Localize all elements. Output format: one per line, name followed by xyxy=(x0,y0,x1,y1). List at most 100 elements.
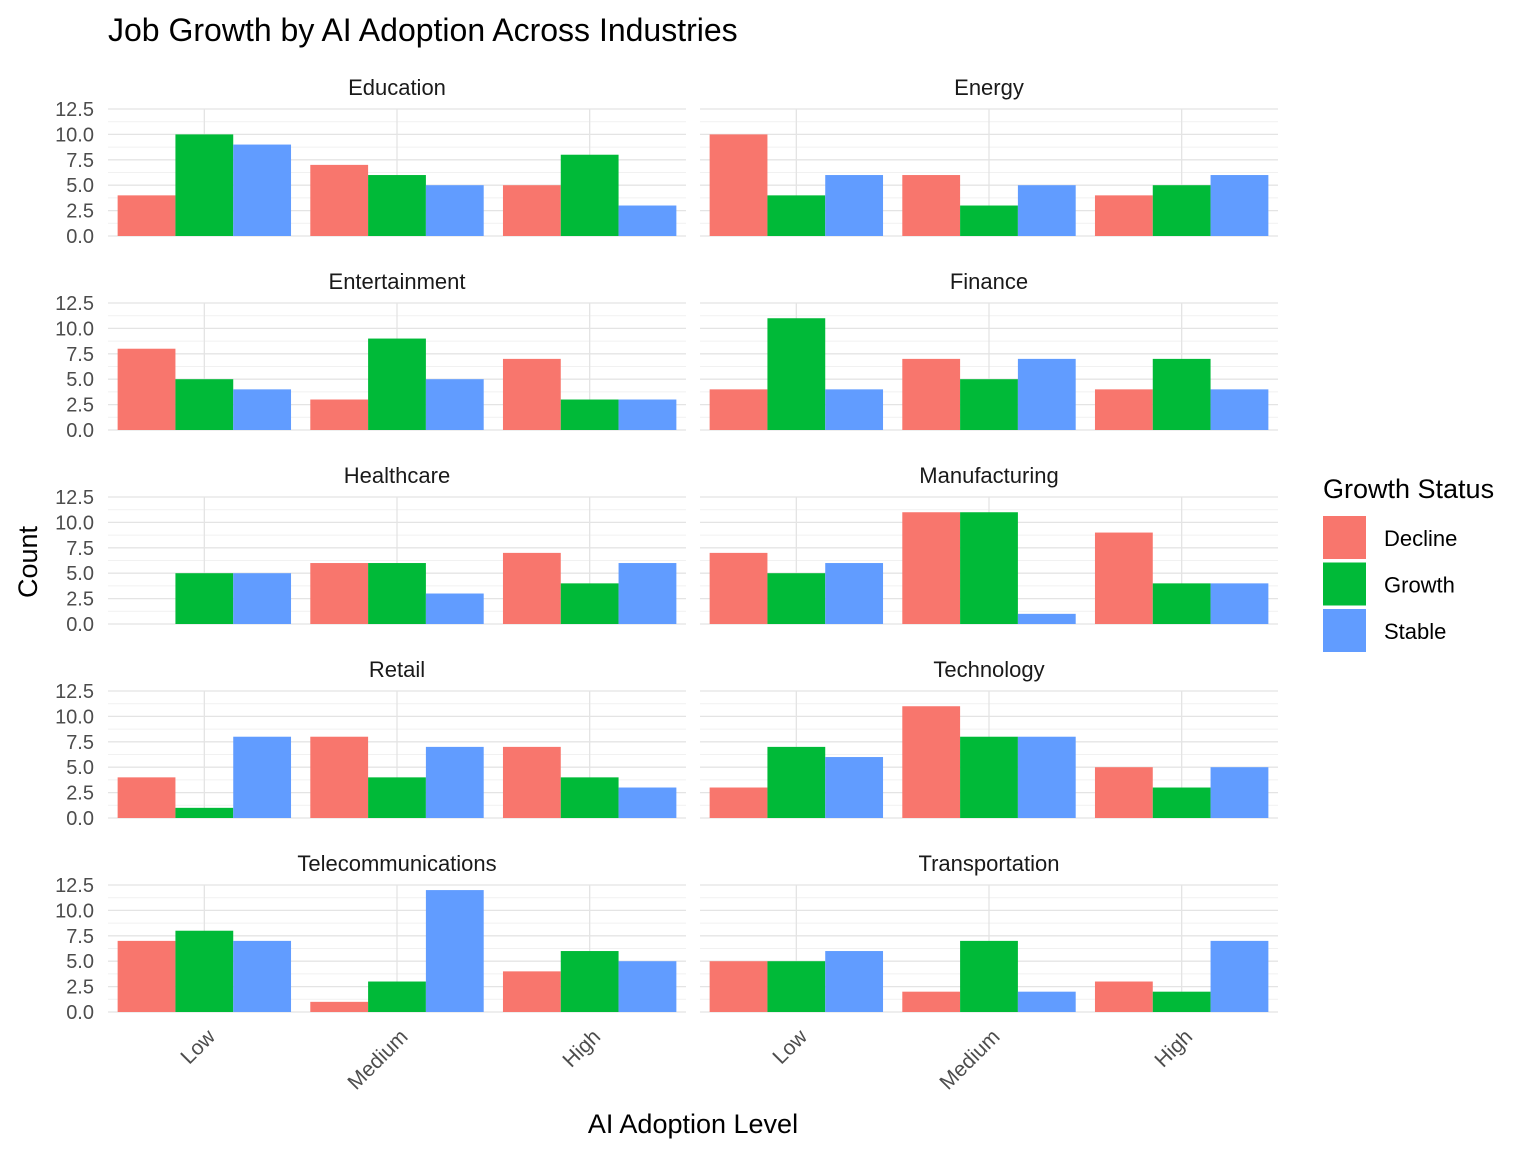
bar-growth xyxy=(960,379,1018,430)
bar-decline xyxy=(709,389,768,430)
bar-decline xyxy=(502,552,561,624)
bar-growth xyxy=(560,154,619,236)
bar-growth xyxy=(767,318,826,430)
bar-stable xyxy=(425,890,484,1012)
legend-key-stable xyxy=(1323,609,1366,652)
y-tick-label: 12.5 xyxy=(55,293,94,315)
bar-stable xyxy=(618,205,677,236)
x-axis-title: AI Adoption Level xyxy=(588,1109,798,1139)
bar-stable xyxy=(825,175,884,236)
bar-growth xyxy=(1152,787,1211,818)
y-axis-title: Count xyxy=(13,525,43,598)
y-tick-label: 5.0 xyxy=(66,369,94,391)
bar-decline xyxy=(709,134,768,236)
facet-panel-entertainment: 0.0 2.5 5.0 7.5 10.0 12.5 Entertainment xyxy=(55,269,686,442)
bar-stable xyxy=(1017,613,1076,624)
y-tick-label: 7.5 xyxy=(66,344,94,366)
x-tick-label: Medium xyxy=(935,1025,1004,1094)
legend-label-growth: Growth xyxy=(1384,573,1455,598)
bar-stable xyxy=(825,563,884,624)
y-tick-label: 5.0 xyxy=(66,563,94,585)
bar-growth xyxy=(767,961,826,1012)
bar-growth xyxy=(1152,358,1211,430)
y-tick-label: 0.0 xyxy=(66,226,94,248)
bar-decline xyxy=(502,746,561,818)
bar-stable xyxy=(425,746,484,818)
bar-stable xyxy=(233,736,292,818)
bar-decline xyxy=(1094,389,1153,430)
y-tick-label: 2.5 xyxy=(66,589,94,611)
bar-growth xyxy=(368,175,426,236)
facet-panel-healthcare: 0.0 2.5 5.0 7.5 10.0 12.5 Healthcare xyxy=(55,463,686,636)
facet-panel-energy: Energy xyxy=(700,75,1278,237)
y-tick-label: 12.5 xyxy=(55,487,94,509)
y-tick-label: 12.5 xyxy=(55,99,94,121)
x-tick-label: Medium xyxy=(343,1025,412,1094)
facet-strip-title: Manufacturing xyxy=(919,463,1058,488)
legend-label-decline: Decline xyxy=(1384,526,1457,551)
bar-stable xyxy=(618,563,677,624)
facet-strip-title: Telecommunications xyxy=(297,851,496,876)
bar-growth xyxy=(175,134,234,236)
legend-key-growth xyxy=(1323,562,1366,606)
y-tick-label: 7.5 xyxy=(66,926,94,948)
bar-decline xyxy=(310,399,369,430)
y-tick-label: 10.0 xyxy=(55,900,94,922)
bar-decline xyxy=(902,512,961,624)
y-tick-label: 0.0 xyxy=(66,808,94,830)
legend-title: Growth Status xyxy=(1323,474,1494,504)
x-tick-label: Low xyxy=(768,1025,812,1069)
bar-growth xyxy=(960,205,1018,236)
bar-decline xyxy=(1094,981,1153,1012)
bar-growth xyxy=(175,379,234,430)
bar-stable xyxy=(1210,767,1269,818)
bar-stable xyxy=(233,389,292,430)
bar-decline xyxy=(902,358,961,430)
y-tick-label: 0.0 xyxy=(66,420,94,442)
bar-growth xyxy=(368,563,426,624)
bar-growth xyxy=(960,512,1018,624)
bar-stable xyxy=(825,951,884,1012)
y-tick-label: 2.5 xyxy=(66,977,94,999)
bar-stable xyxy=(618,787,677,818)
y-tick-label: 7.5 xyxy=(66,538,94,560)
bar-growth xyxy=(960,940,1018,1012)
bar-decline xyxy=(310,563,369,624)
bar-stable xyxy=(618,961,677,1012)
y-tick-label: 0.0 xyxy=(66,1002,94,1024)
bar-stable xyxy=(825,757,884,818)
bar-decline xyxy=(310,164,369,236)
bar-stable xyxy=(1017,991,1076,1012)
y-tick-label: 5.0 xyxy=(66,757,94,779)
bar-growth xyxy=(767,573,826,624)
bar-stable xyxy=(618,399,677,430)
bar-decline xyxy=(502,971,561,1012)
legend-label-stable: Stable xyxy=(1384,619,1446,644)
bar-growth xyxy=(368,338,426,430)
bar-stable xyxy=(1210,175,1269,236)
facet-panel-telecommunications: 0.0 2.5 5.0 7.5 10.0 12.5 Telecommunications xyxy=(55,851,686,1024)
facet-panels: 0.0 2.5 5.0 7.5 10.0 12.5 Education Energy 0.0 2.… xyxy=(55,75,1278,1024)
facet-panel-technology: Technology xyxy=(700,657,1278,819)
facet-panel-manufacturing: Manufacturing xyxy=(700,463,1278,625)
bar-growth xyxy=(560,583,619,624)
bar-growth xyxy=(175,573,234,624)
y-tick-label: 7.5 xyxy=(66,150,94,172)
bar-decline xyxy=(902,991,961,1012)
bar-growth xyxy=(1152,583,1211,624)
x-tick-label: Low xyxy=(176,1025,220,1069)
y-tick-label: 0.0 xyxy=(66,614,94,636)
bar-decline xyxy=(902,706,961,818)
bar-stable xyxy=(425,185,484,236)
facet-strip-title: Finance xyxy=(950,269,1028,294)
bar-stable xyxy=(1210,389,1269,430)
x-tick-label: High xyxy=(558,1025,605,1072)
y-tick-label: 5.0 xyxy=(66,175,94,197)
x-tick-label: High xyxy=(1150,1025,1197,1072)
y-tick-label: 12.5 xyxy=(55,875,94,897)
facet-panel-transportation: Transportation xyxy=(700,851,1278,1013)
y-tick-label: 2.5 xyxy=(66,395,94,417)
bar-decline xyxy=(117,348,176,430)
bar-growth xyxy=(767,746,826,818)
